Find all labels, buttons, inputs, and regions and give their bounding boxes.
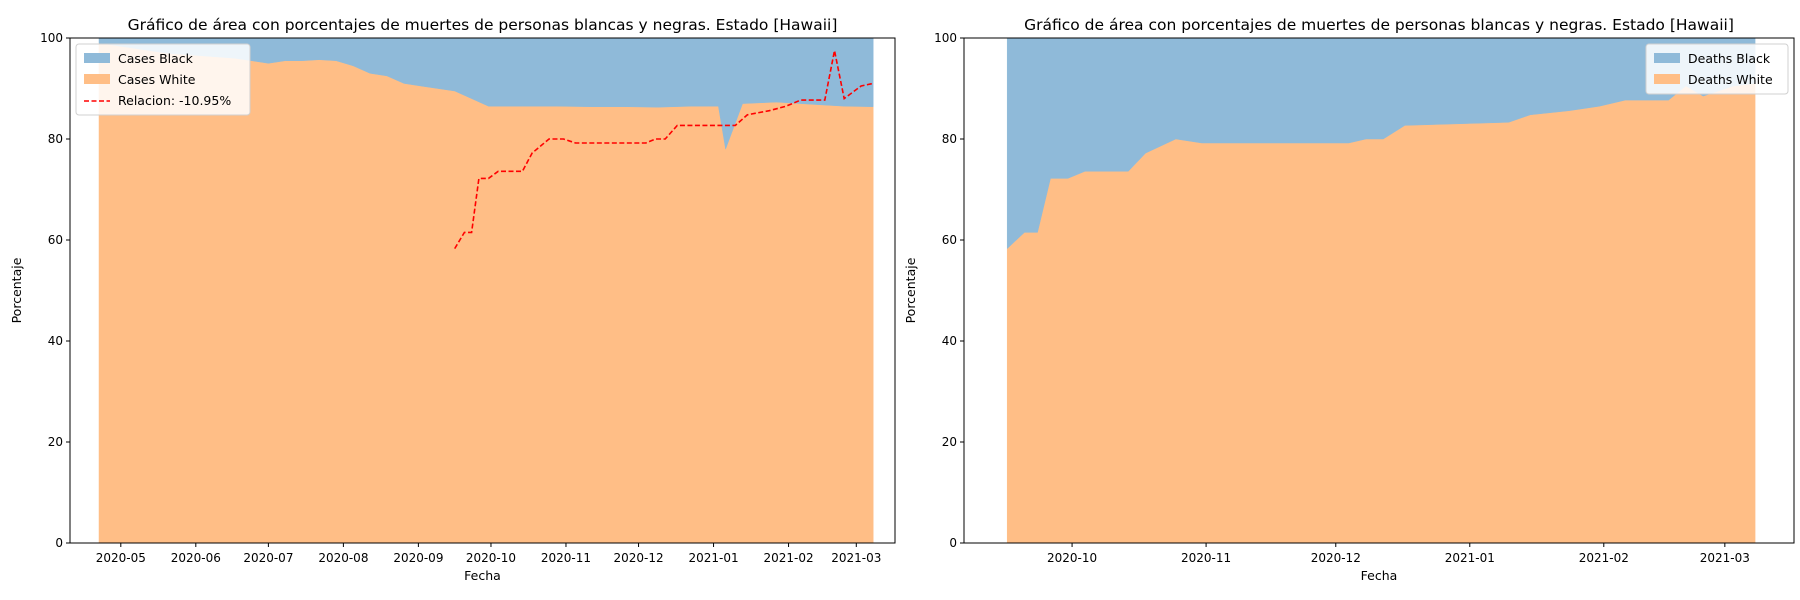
legend: Cases Black Cases White Relacion: -10.95%	[75, 43, 251, 116]
x-tick-label: 2020-07	[243, 551, 293, 565]
x-tick-label: 2020-11	[541, 551, 591, 565]
y-tick-label: 80	[942, 132, 957, 146]
y-tick-label: 0	[949, 536, 957, 550]
area-cases-white	[98, 42, 874, 544]
legend-box	[75, 43, 251, 116]
chart-title: Gráfico de área con porcentajes de muert…	[128, 16, 838, 34]
legend-entry-label: Relacion: -10.95%	[118, 93, 231, 108]
legend-entry-label: Cases Black	[118, 51, 194, 66]
x-axis-label: Fecha	[464, 568, 501, 583]
x-tick-label: 2020-06	[171, 551, 221, 565]
x-tick-label: 2020-11	[1181, 551, 1231, 565]
x-tick-label: 2020-05	[96, 551, 146, 565]
x-tick-label: 2021-03	[831, 551, 881, 565]
x-tick-label: 2020-12	[1311, 551, 1361, 565]
x-tick-label: 2020-10	[1047, 551, 1097, 565]
x-tick-label: 2020-10	[466, 551, 516, 565]
y-tick-label: 80	[48, 132, 63, 146]
x-tick-label: 2020-08	[318, 551, 368, 565]
x-tick-label: 2020-09	[393, 551, 443, 565]
y-tick-label: 100	[40, 31, 63, 45]
x-tick-label: 2021-02	[1579, 551, 1629, 565]
chart-panel-1: 0 20 40 60 80 100 2020-05 2020-06 2020-07 2020-08…	[9, 16, 896, 583]
legend-swatch	[1654, 53, 1680, 63]
x-tick-label: 2020-12	[613, 551, 663, 565]
axes-frame	[963, 37, 1795, 544]
chart-title: Gráfico de área con porcentajes de muert…	[1024, 16, 1734, 34]
x-axis-label: Fecha	[1361, 568, 1398, 583]
x-tick-label: 2021-01	[688, 551, 738, 565]
y-tick-label: 60	[48, 233, 63, 247]
x-tick-label: 2021-03	[1700, 551, 1750, 565]
y-axis-label: Porcentaje	[903, 257, 918, 323]
legend-swatch	[84, 74, 110, 84]
x-tick-label: 2021-01	[1445, 551, 1495, 565]
y-tick-label: 40	[942, 334, 957, 348]
legend-box	[1645, 43, 1789, 95]
y-axis-label: Porcentaje	[9, 257, 24, 323]
legend: Deaths Black Deaths White	[1645, 43, 1789, 95]
x-tick-label: 2021-02	[763, 551, 813, 565]
legend-entry-label: Deaths Black	[1688, 51, 1771, 66]
y-tick-label: 40	[48, 334, 63, 348]
legend-swatch	[84, 53, 110, 63]
legend-entry-label: Deaths White	[1688, 72, 1773, 87]
y-tick-label: 100	[934, 31, 957, 45]
chart-panel-2: 0 20 40 60 80 100 2020-10 2020-11 2020-12 2021-01…	[903, 16, 1795, 583]
ratio-line	[454, 50, 874, 250]
legend-entry-label: Cases White	[118, 72, 196, 87]
legend-swatch	[1654, 74, 1680, 84]
y-tick-label: 20	[48, 435, 63, 449]
axes-frame	[69, 37, 896, 544]
y-tick-label: 60	[942, 233, 957, 247]
y-tick-label: 0	[55, 536, 63, 550]
y-tick-label: 20	[942, 435, 957, 449]
